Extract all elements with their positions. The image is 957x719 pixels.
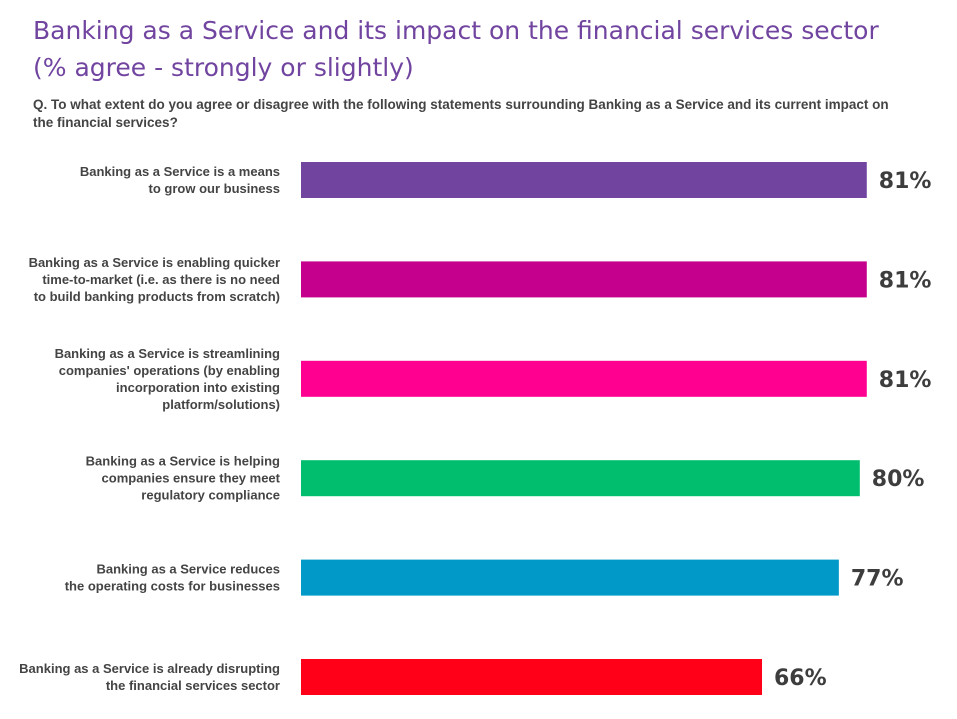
chart-title-line-1: Banking as a Service and its impact on t… [33,16,879,45]
bar-5 [301,559,839,596]
category-label-line: platform/solutions) [162,397,280,412]
category-label-line: time-to-market (i.e. as there is no need [42,272,280,287]
bar-4 [301,460,860,497]
chart-title-line-2: (% agree - strongly or slightly) [33,53,414,82]
category-label-6: Banking as a Service is already disrupti… [19,661,280,693]
category-label-line: Banking as a Service is helping [86,454,280,469]
value-label-1: 81% [879,169,932,194]
category-label-2: Banking as a Service is enabling quicker… [29,255,280,304]
category-label-5: Banking as a Service reduces the operatin… [65,562,280,594]
category-label-line: regulatory compliance [141,488,280,503]
value-label-4: 80% [872,467,925,492]
category-label-1: Banking as a Service is a means to grow o… [80,164,280,196]
category-label-line: incorporation into existing [116,380,280,395]
category-label-line: the operating costs for businesses [65,579,280,594]
value-label-2: 81% [879,268,932,293]
bar-6 [301,659,763,695]
category-label-line: Banking as a Service is a means [80,164,280,179]
chart-title: Banking as a Service and its impact on t… [33,12,933,86]
bar-1 [301,162,867,198]
bar-3 [301,360,867,397]
value-label-5: 77% [851,567,904,592]
category-label-3: Banking as a Service is streamlining comp… [55,346,280,412]
category-label-4: Banking as a Service is helping companies… [86,454,281,503]
category-label-line: Banking as a Service reduces [96,562,280,577]
category-label-line: companies ensure they meet [102,471,281,486]
category-label-line: the financial services sector [106,678,280,693]
value-label-3: 81% [879,368,932,393]
value-label-6: 66% [774,666,827,691]
category-label-line: companies' operations (by enabling [59,363,280,378]
category-label-line: Banking as a Service is already disrupti… [19,661,280,676]
category-label-line: Banking as a Service is enabling quicker [29,255,280,270]
category-label-line: to grow our business [149,181,280,196]
category-label-line: Banking as a Service is streamlining [55,346,280,361]
bar-2 [301,261,867,298]
survey-question: Q. To what extent do you agree or disagr… [33,97,889,130]
category-label-line: to build banking products from scratch) [34,289,280,304]
